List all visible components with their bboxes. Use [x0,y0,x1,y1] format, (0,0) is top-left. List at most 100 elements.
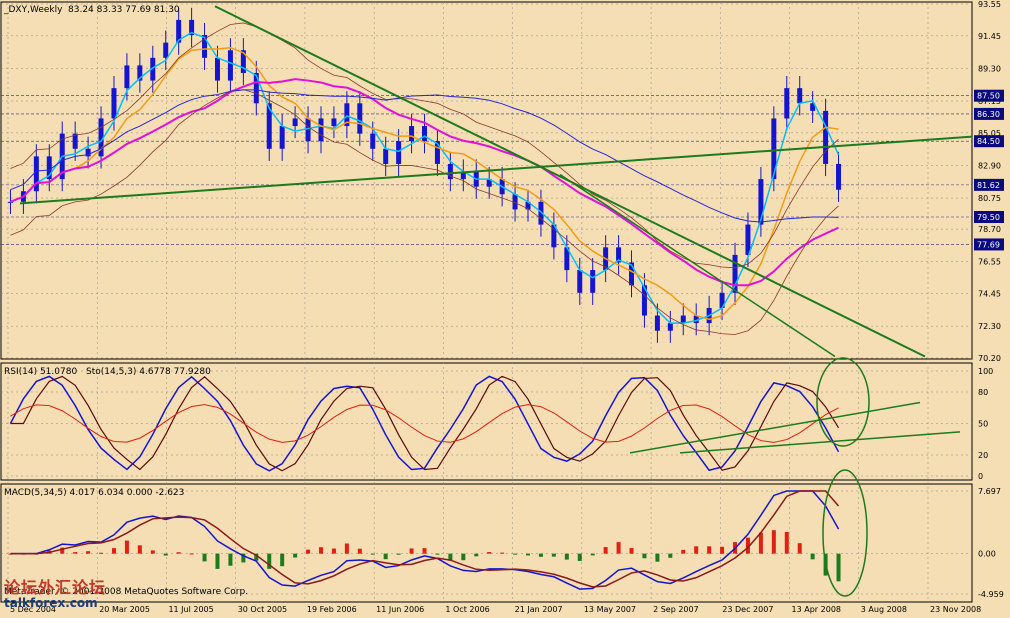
price-badge [974,107,1004,120]
price-tick-label: 91.45 [978,32,1001,41]
rsi-line [10,404,839,443]
price-badge [974,135,1004,148]
price-tick-label: 74.45 [978,290,1001,299]
watermark-logo: 论坛外汇论坛 [4,578,107,597]
price-bar-body [7,201,13,203]
macd-hist-bar [603,547,608,554]
trendline-support [19,135,973,205]
price-bar-body [797,88,803,104]
macd-hist-bar [538,553,543,557]
macd-hist-bar [370,553,375,555]
macd-hist-bar [306,549,311,554]
osc-tick-label: 20 [978,451,988,460]
macd-hist-bar [99,552,104,554]
price-bar-body [422,126,427,142]
price-bar-body [266,103,272,149]
price-bar-body [434,141,440,164]
price-bar-body [370,133,376,149]
price-bar-body [137,65,143,81]
macd-hist-bar [461,553,466,561]
x-tick-label: 13 May 2007 [584,605,636,614]
macd-hist-bar [215,553,220,569]
grid [1,2,972,602]
price-bar-body [732,254,738,293]
macd-hist-bar [487,552,492,554]
price-tick-label: 70.20 [978,354,1001,363]
price-bar-body [124,65,130,89]
macd-hist-bar [228,553,233,566]
x-tick-label: 11 Jun 2006 [376,605,424,614]
band-lower-line [10,89,839,335]
price-tick-label: 89.30 [978,64,1001,73]
price-tick-label: 72.30 [978,322,1001,331]
price-bar-body [823,110,829,164]
macd-hist-bar [86,551,91,554]
macd-hist-bar [500,552,505,554]
price-bar-body [693,315,699,324]
price-bar-body [758,179,764,225]
price-tick-label: 85.05 [978,129,1001,138]
macd-hist-bar [551,553,556,557]
macd-hist-bar [771,530,776,554]
oscillator-series [9,375,961,472]
macd-hist-bar [357,548,362,554]
band-upper-line [10,22,839,269]
stoch-label: Sto(14,5,3) 4.6778 77.9280 [86,367,211,377]
x-tick-label: 30 Oct 2005 [238,605,287,614]
macd-hist-bar [150,550,155,554]
price-badge-label: 87.50 [977,92,1000,101]
price-bar-body [383,148,389,164]
price-badge-label: 84.50 [977,137,1000,146]
trendline-secondary [559,173,836,358]
macd-hist-bar [784,532,789,554]
price-bar-body [836,163,842,190]
price-bar-body [486,179,492,187]
price-bar-body [409,126,415,142]
x-tick-label: 2 Sep 2007 [653,605,699,614]
price-bar-body [279,126,285,149]
price-bar-body [344,103,350,127]
watermark-site: talkforex.com [4,596,98,610]
macd-hist-bar [293,553,298,558]
ma-slow-line [10,89,839,223]
copyright-text: MetaTrader, © 2001-2008 MetaQuotes Softw… [4,587,248,597]
price-tick-label: 82.90 [978,161,1001,170]
macd-tick-label: 0.00 [978,550,996,559]
macd-hist-bar [435,553,440,555]
macd-hist-bar [267,553,272,569]
ma-fast-line [10,31,840,324]
macd-hist-bar [73,552,78,554]
macd-hist-bar [124,540,129,554]
price-badge [974,89,1004,102]
price-bar-body [305,118,311,142]
macd-hist-bar [111,548,116,554]
price-bar-body [564,247,570,271]
price-bar-body [551,224,557,248]
price-badge-label: 81.62 [977,181,1000,190]
macd-line [10,490,840,590]
rsi-label: RSI(14) 51.0780 [4,367,77,377]
macd-hist-bar [202,553,207,562]
macd-hist-bar [448,553,453,561]
macd-hist-bar [758,532,763,554]
price-bar-body [784,88,790,119]
price-bar-body [357,103,363,134]
axes: 93.5591.4589.3087.1585.0582.9080.7578.70… [10,0,1004,614]
price-bar-body [460,171,466,180]
price-bar-body [771,118,777,180]
macd-hist-bar [694,546,699,554]
macd-hist-bar [254,553,259,561]
macd-hist-bar [745,537,750,554]
macd-hist-bar [176,552,181,554]
price-badge [974,238,1004,251]
x-tick-label: 21 Jan 2007 [515,605,563,614]
price-bar-body [227,50,233,81]
price-bar-body [680,315,686,324]
price-tick-label: 76.55 [978,258,1001,267]
price-bar-body [214,57,220,81]
price-bar-body [253,72,259,104]
price-badge-label: 77.69 [977,240,1000,249]
price-bar-body [318,118,324,142]
macd-hist-bar [629,547,634,554]
price-bar-body [616,247,622,263]
